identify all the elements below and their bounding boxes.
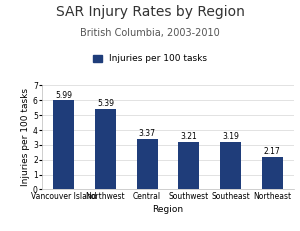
Text: 3.19: 3.19: [222, 132, 239, 141]
Bar: [53, 100, 74, 189]
Text: SAR Injury Rates by Region: SAR Injury Rates by Region: [56, 5, 244, 19]
Y-axis label: Injuries per 100 tasks: Injuries per 100 tasks: [21, 88, 30, 186]
Bar: [95, 109, 116, 189]
Text: 5.39: 5.39: [97, 100, 114, 109]
Text: 2.17: 2.17: [264, 147, 280, 156]
Bar: [262, 157, 283, 189]
X-axis label: Region: Region: [152, 205, 184, 214]
Text: British Columbia, 2003-2010: British Columbia, 2003-2010: [80, 28, 220, 38]
Text: 3.21: 3.21: [181, 132, 197, 141]
Bar: [220, 142, 241, 189]
Bar: [137, 139, 158, 189]
Legend: Injuries per 100 tasks: Injuries per 100 tasks: [89, 51, 211, 67]
Text: 3.37: 3.37: [139, 130, 156, 138]
Text: 5.99: 5.99: [56, 91, 72, 100]
Bar: [178, 142, 199, 189]
